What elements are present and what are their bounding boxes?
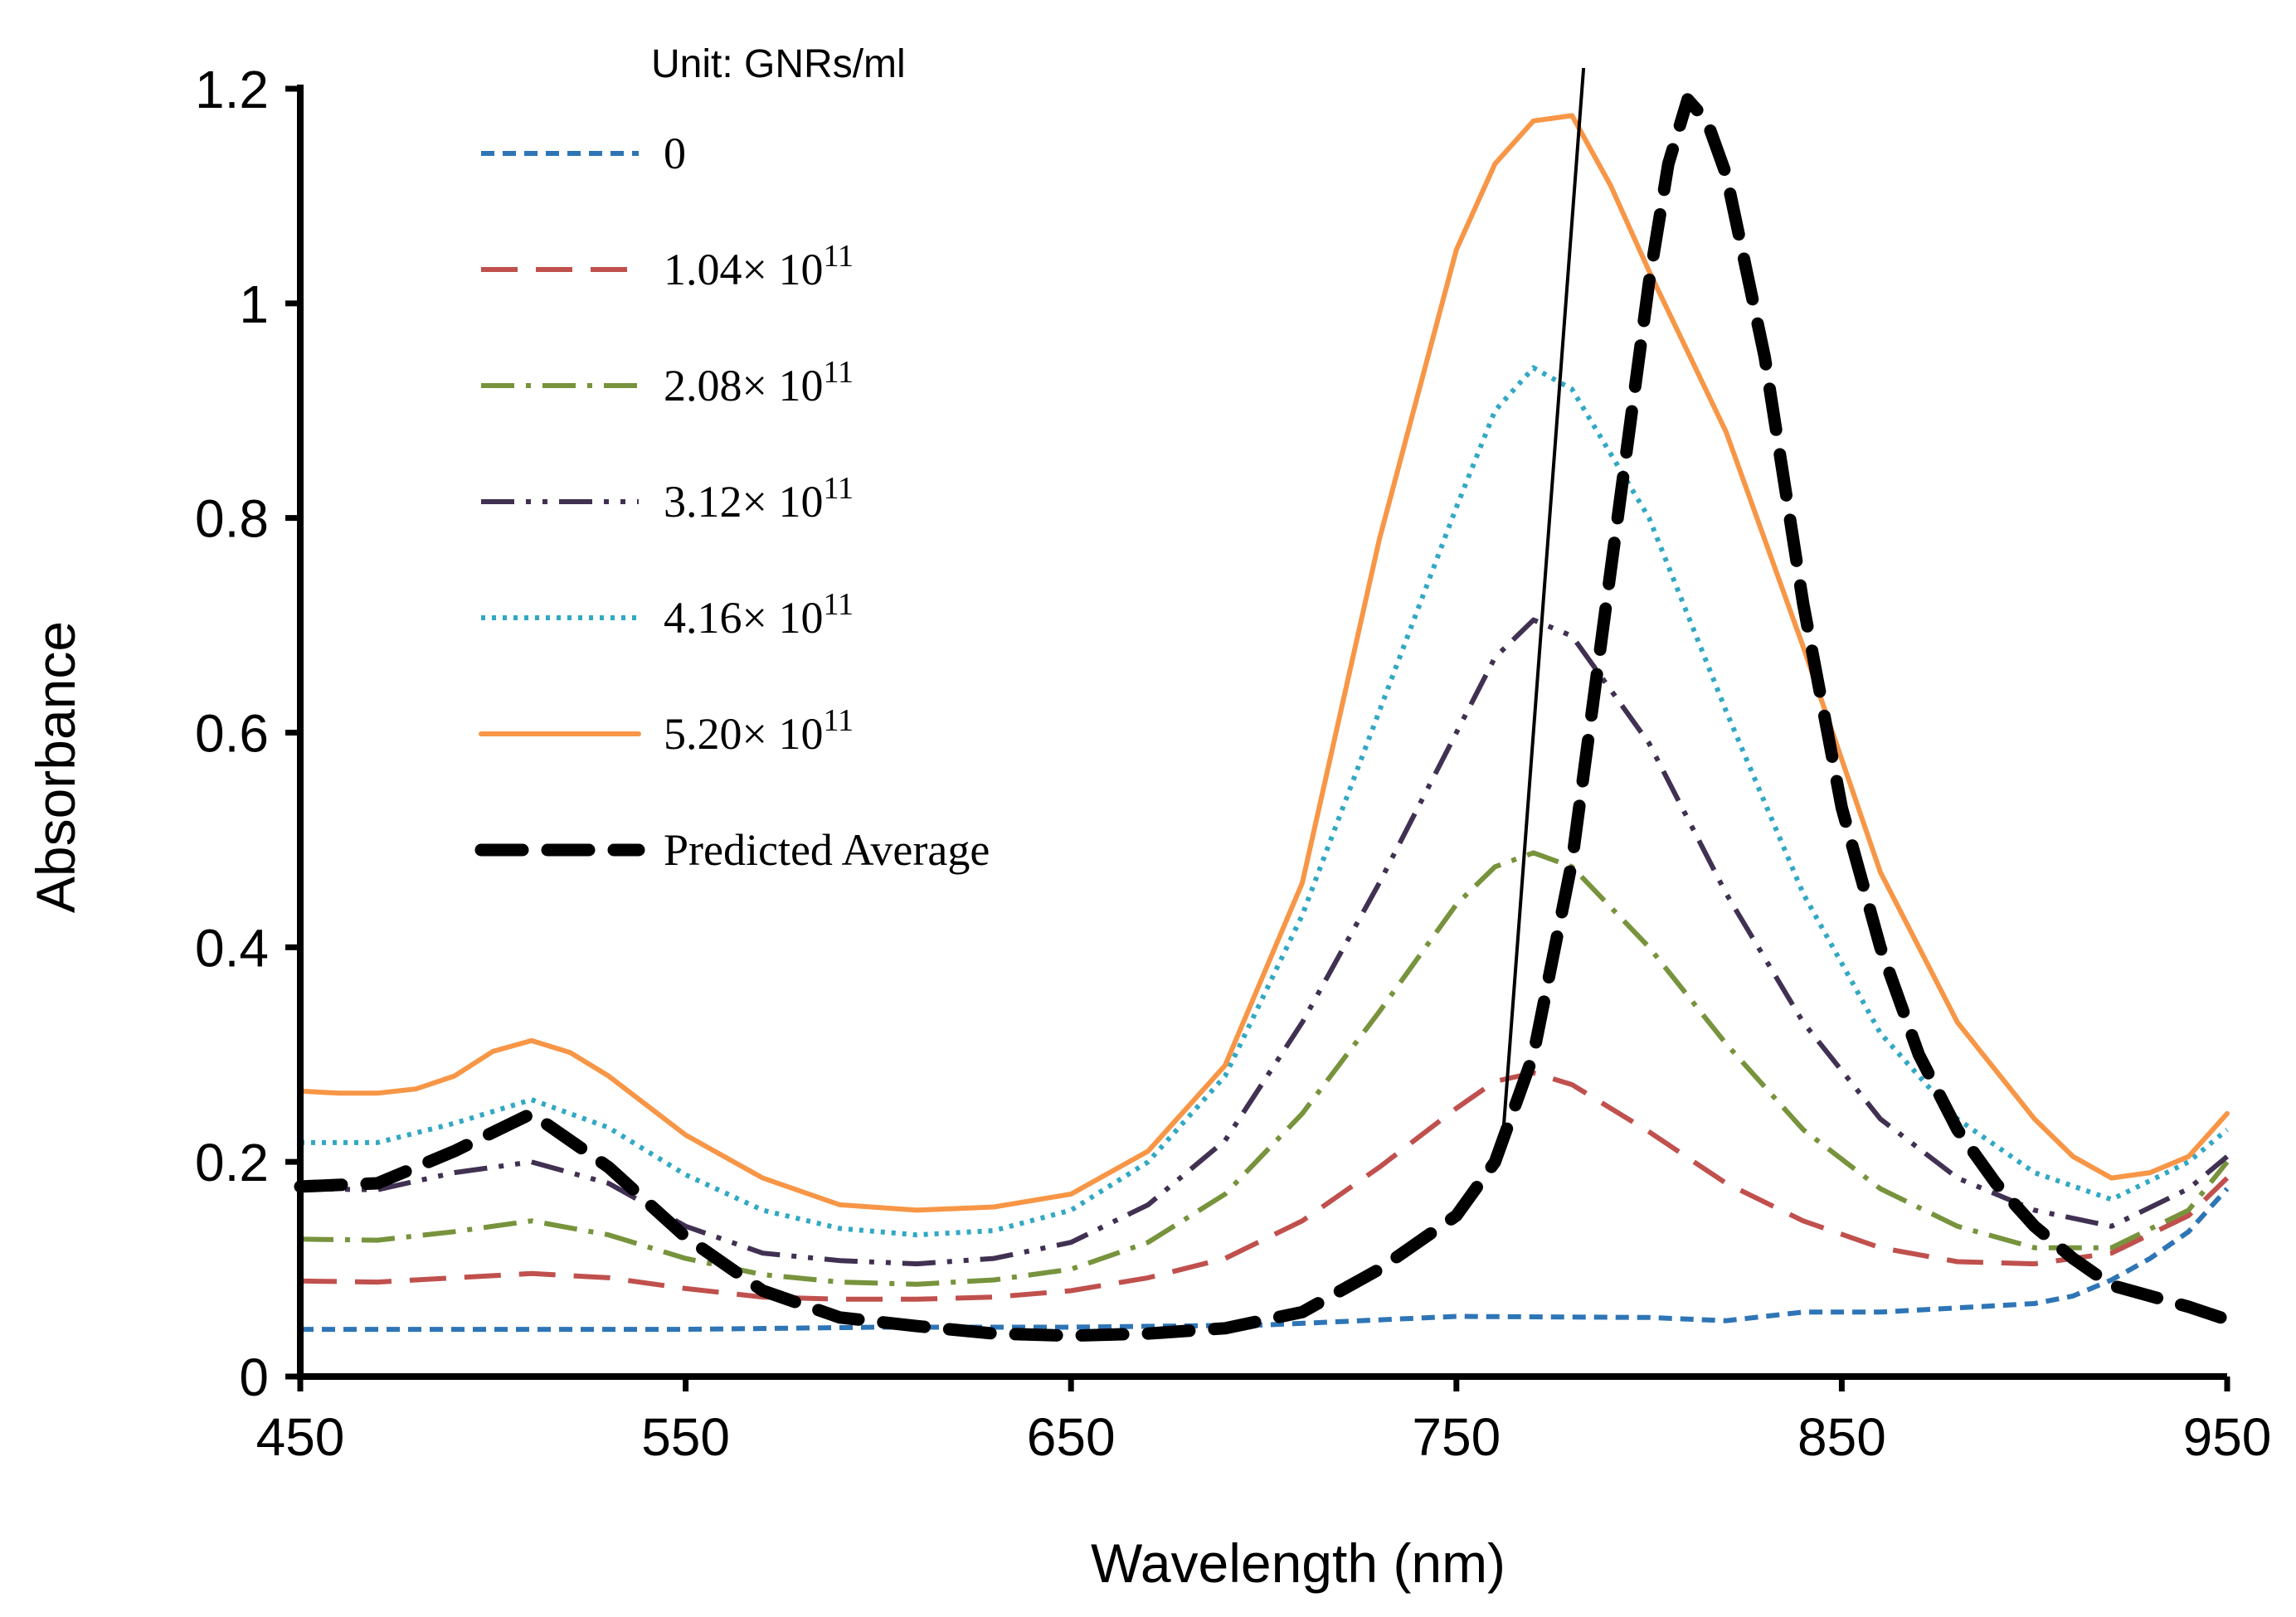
y-tick-label: 1 bbox=[239, 274, 269, 334]
series-line-0 bbox=[300, 1187, 2230, 1333]
x-tick-label: 450 bbox=[256, 1407, 345, 1467]
series-line-6 bbox=[294, 93, 2234, 1343]
series-line-3 bbox=[299, 617, 2229, 1267]
x-axis-title: Wavelength (nm) bbox=[1091, 1532, 1506, 1594]
x-tick-label: 650 bbox=[1027, 1407, 1116, 1467]
x-tick-label: 950 bbox=[2183, 1407, 2272, 1467]
legend-label-6: Predicted Average bbox=[664, 825, 990, 875]
y-axis-title: Absorbance bbox=[25, 621, 86, 913]
y-tick-label: 0.8 bbox=[195, 489, 269, 549]
legend-label-2: 2.08× 1011 bbox=[664, 355, 854, 410]
legend-label-4: 4.16× 1011 bbox=[664, 587, 854, 643]
legend-label-0: 0 bbox=[664, 129, 686, 178]
y-tick-label: 0 bbox=[239, 1348, 269, 1407]
series-line-2 bbox=[299, 850, 2230, 1287]
x-tick-label: 550 bbox=[641, 1407, 730, 1467]
legend-label-3: 3.12× 1011 bbox=[664, 471, 854, 527]
legend-label-1: 1.04× 1011 bbox=[664, 239, 854, 294]
legend-label-5: 5.20× 1011 bbox=[664, 703, 854, 759]
series-line-1 bbox=[299, 1070, 2230, 1302]
y-tick-label: 0.4 bbox=[195, 918, 269, 978]
peak-shift-line bbox=[1501, 67, 1586, 1141]
x-tick-label: 850 bbox=[1797, 1407, 1886, 1467]
y-tick-label: 0.2 bbox=[195, 1133, 269, 1192]
y-tick-label: 0.6 bbox=[195, 704, 269, 764]
series-line-5 bbox=[298, 113, 2230, 1213]
y-tick-label: 1.2 bbox=[195, 60, 269, 119]
plot-area bbox=[294, 67, 2234, 1343]
x-tick-label: 750 bbox=[1412, 1407, 1501, 1467]
axes: 0 0.2 0.4 0.6 0.8 1 1.2 450 550 650 750 850 950 bbox=[195, 60, 2271, 1467]
legend: Unit: GNRs/ml 0 1.04× 1011 2.08× 1011 3.12× … bbox=[474, 42, 990, 875]
legend-title: Unit: GNRs/ml bbox=[651, 42, 906, 86]
